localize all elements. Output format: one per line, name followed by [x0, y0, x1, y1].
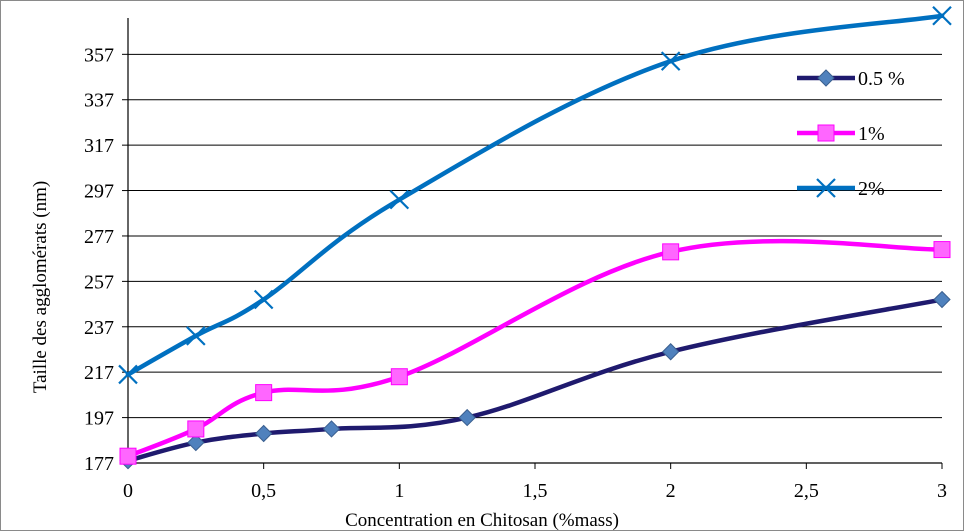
legend-label: 2% — [858, 178, 885, 200]
data-point — [661, 343, 680, 361]
x-tick-label: 1,5 — [523, 480, 548, 502]
data-point — [662, 243, 680, 261]
x-tick-label: 0 — [123, 480, 133, 502]
y-axis-title: Taille des agglomérats (nm) — [30, 181, 51, 393]
data-point — [253, 289, 274, 310]
y-tick-label: 337 — [84, 90, 114, 112]
series-line — [125, 238, 945, 459]
x-axis-title: Concentration en Chitosan (%mass) — [345, 510, 619, 531]
y-tick-label: 197 — [84, 408, 114, 430]
data-point — [458, 408, 476, 427]
x-stroke — [389, 189, 410, 210]
legend-marker — [816, 178, 836, 198]
legend-label: 1% — [858, 123, 885, 145]
x-stroke — [186, 326, 206, 346]
x-tick-label: 2 — [666, 480, 676, 502]
x-tick-label: 0,5 — [251, 480, 276, 502]
y-tick-label: 217 — [84, 362, 114, 384]
x-stroke — [816, 178, 836, 198]
x-stroke — [253, 289, 274, 310]
data-point — [254, 424, 273, 443]
x-tick-label: 3 — [937, 480, 947, 502]
legend-label: 0.5 % — [858, 68, 905, 90]
data-point — [932, 5, 952, 26]
x-tick-label: 2,5 — [794, 480, 819, 502]
legend-marker — [817, 69, 835, 87]
data-point — [390, 368, 408, 386]
data-point — [933, 241, 951, 259]
x-stroke — [118, 364, 138, 385]
y-tick-label: 317 — [84, 135, 114, 157]
y-tick-label: 257 — [84, 271, 114, 293]
data-point — [660, 51, 681, 71]
data-point — [255, 384, 273, 402]
gridlines — [128, 53, 942, 464]
data-point — [187, 433, 205, 452]
data-point — [933, 290, 951, 309]
y-tick-label: 357 — [84, 44, 114, 66]
x-stroke — [660, 51, 681, 71]
x-tick-label: 1 — [394, 480, 404, 502]
data-point — [187, 420, 205, 438]
tick-labels: 177 197 217 237 257 277 297 317 337 357 0 0,5 1 1,5 2 2… — [84, 44, 947, 502]
data-point — [119, 447, 137, 465]
data-point — [322, 420, 341, 438]
axes — [122, 18, 943, 469]
data-point — [118, 364, 138, 385]
y-tick-label: 297 — [84, 181, 114, 203]
y-tick-label: 237 — [84, 317, 114, 339]
series-lines — [125, 13, 945, 463]
data-point — [186, 326, 206, 346]
data-point — [389, 189, 410, 210]
x-stroke — [932, 5, 952, 26]
y-tick-label: 177 — [84, 453, 114, 475]
legend: 0.5 % 1% 2% — [797, 68, 905, 200]
legend-marker — [817, 124, 835, 142]
series-markers — [118, 5, 952, 470]
y-tick-label: 277 — [84, 226, 114, 248]
series-line — [125, 297, 945, 463]
